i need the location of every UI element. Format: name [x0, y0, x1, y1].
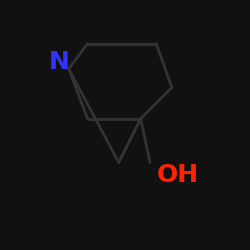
- Text: OH: OH: [157, 163, 199, 187]
- Text: N: N: [49, 50, 70, 74]
